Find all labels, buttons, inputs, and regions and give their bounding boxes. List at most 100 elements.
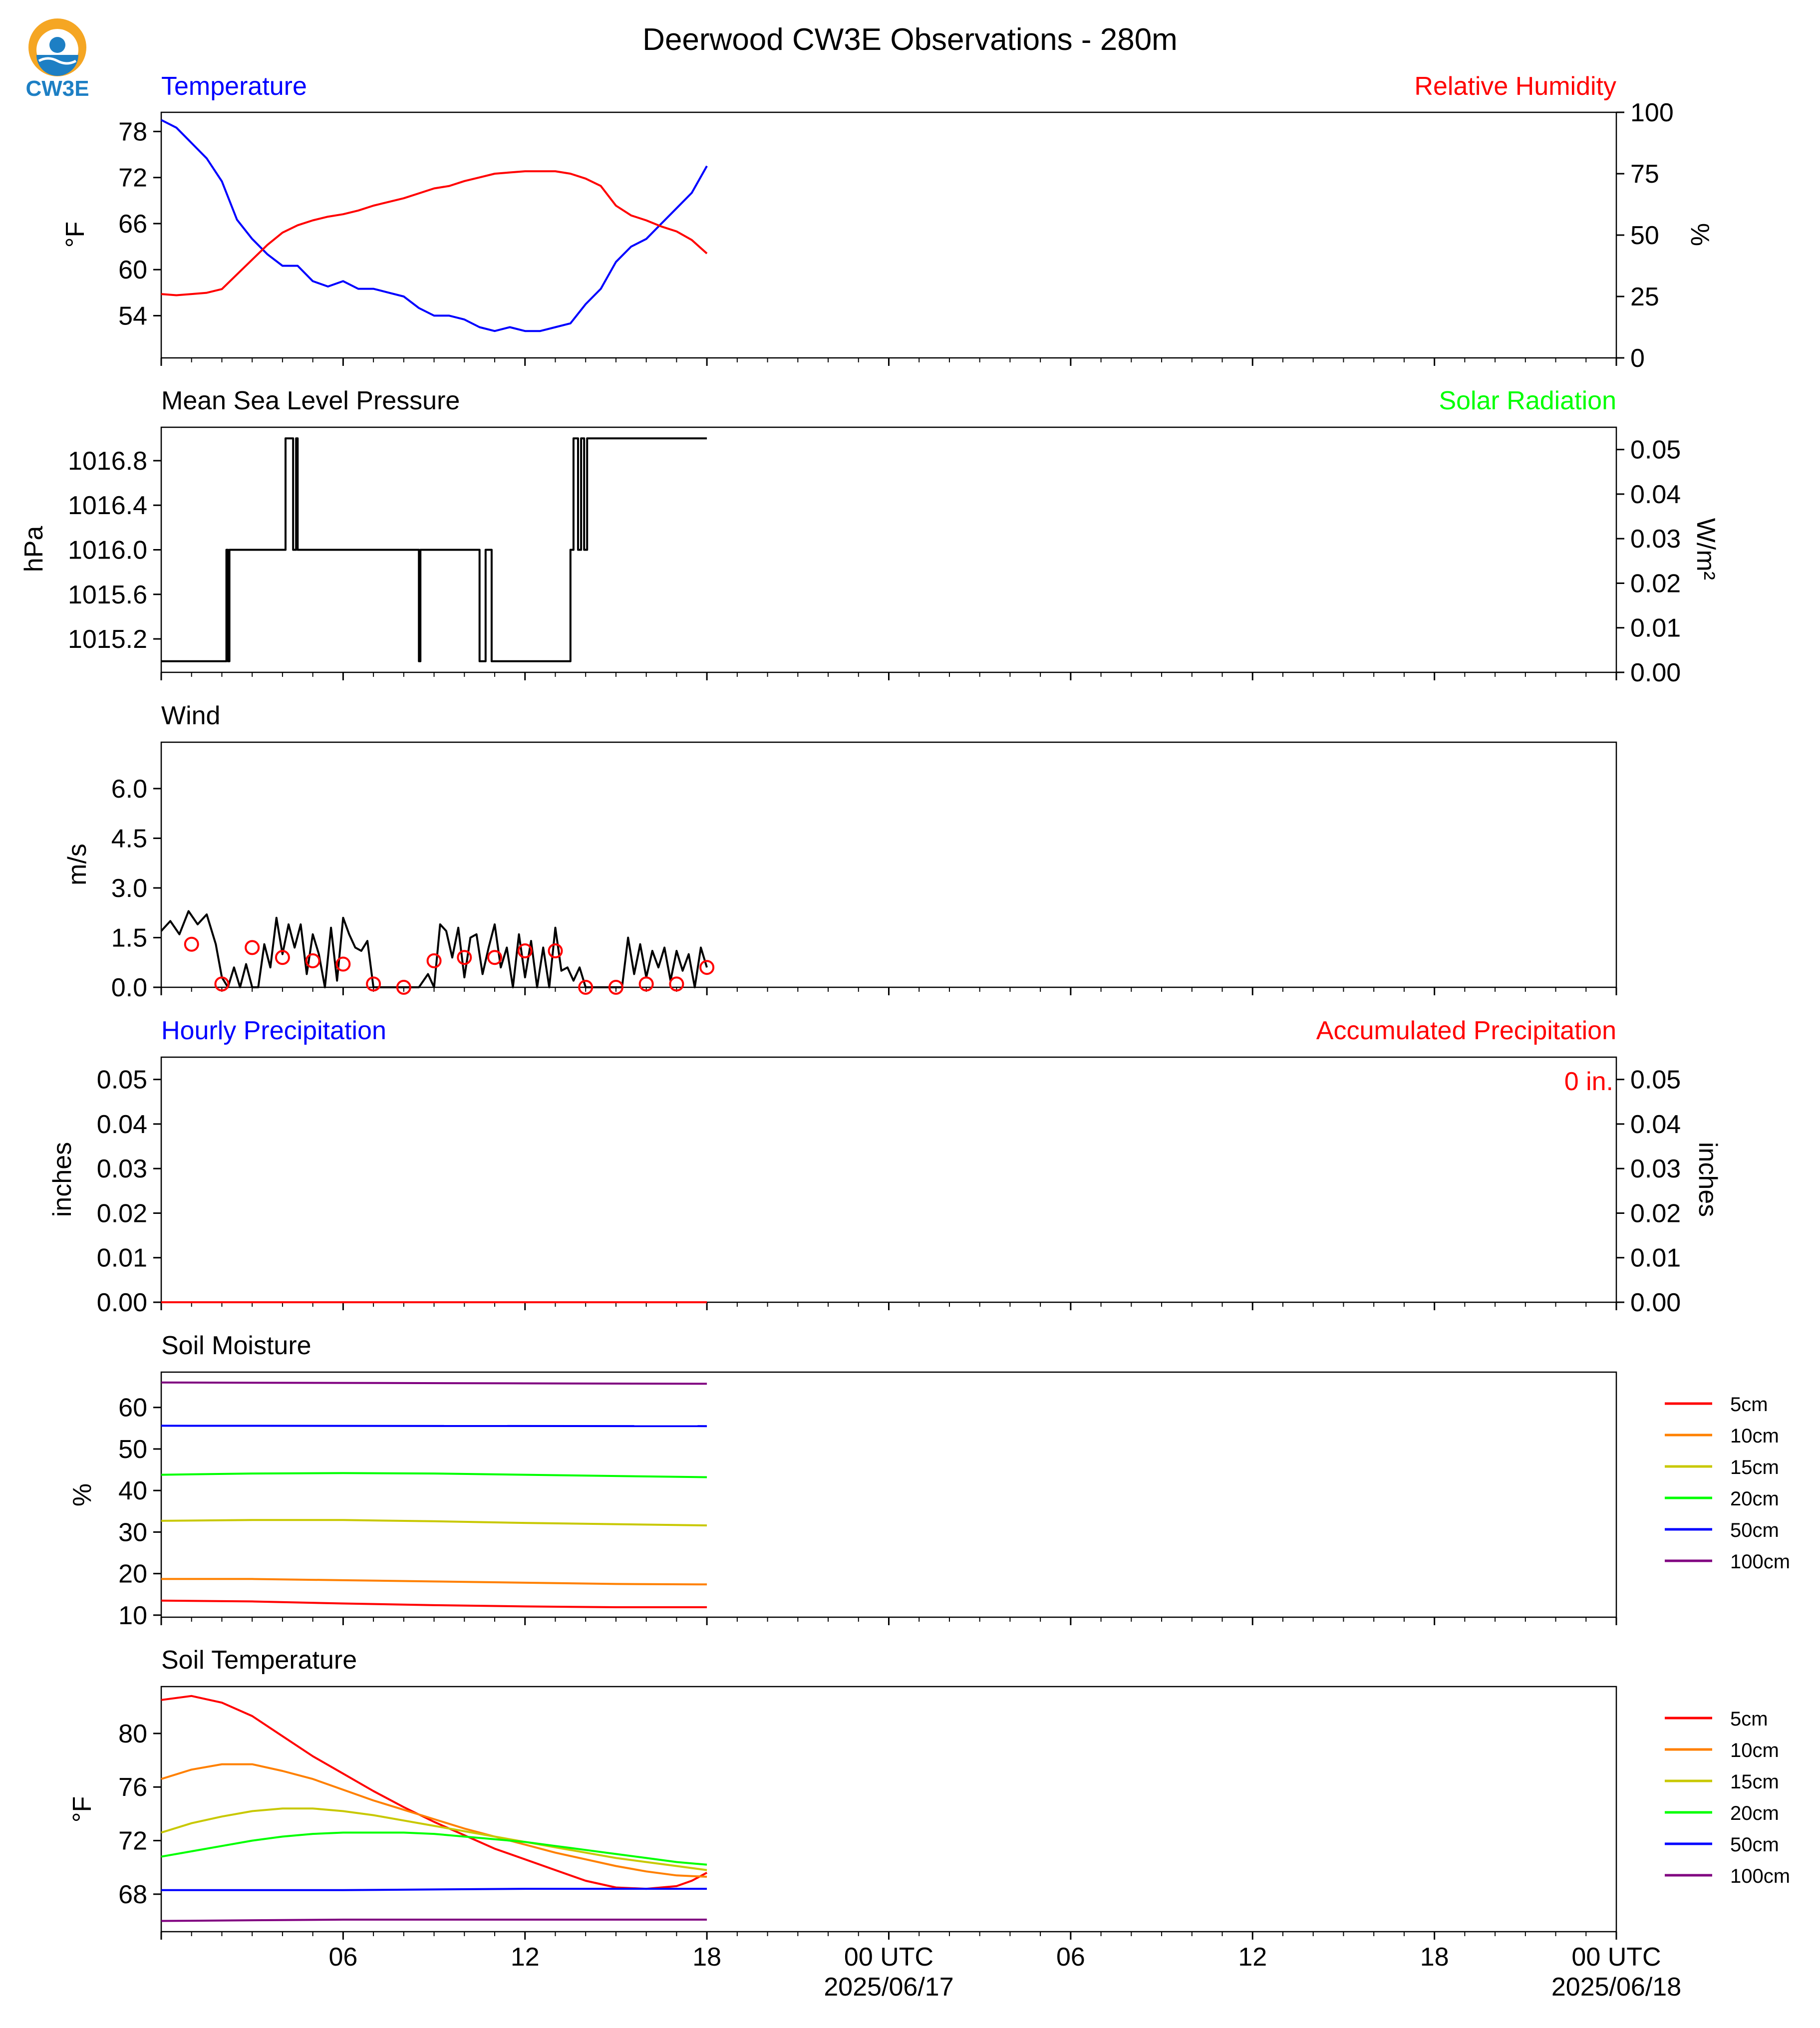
y-tick-label: 6.0: [111, 775, 147, 804]
wind-direction-marker: [457, 950, 472, 965]
legend-label: 15cm: [1730, 1771, 1779, 1793]
wind-direction-marker: [275, 950, 290, 965]
y-tick-label: 0.00: [97, 1288, 147, 1317]
accum-precip-panel-title: Accumulated Precipitation: [1316, 1016, 1616, 1045]
y-tick-label: 72: [118, 1827, 147, 1856]
legend-label: 10cm: [1730, 1425, 1779, 1447]
wind-direction-marker: [638, 976, 654, 992]
depth-legends: 5cm 10cm 15cm 20cm 50cm 100cm 5cm 10cm 15cm 20cm 5…: [1665, 1394, 1790, 1887]
y-tick-label: 76: [118, 1773, 147, 1802]
wind-direction-marker: [366, 976, 381, 992]
x-tick-date-label: 2025/06/18: [1551, 1973, 1681, 2002]
wind-direction-marker: [669, 976, 684, 992]
x-tick-label: 12: [511, 1943, 540, 1972]
y2-tick-label: 0.00: [1630, 1288, 1681, 1317]
y-tick-label: 54: [118, 301, 147, 330]
legend-label: 5cm: [1730, 1394, 1768, 1416]
y2-tick-label: 0: [1630, 344, 1645, 373]
x-tick-label: 06: [1056, 1943, 1085, 1972]
legend-label: 50cm: [1730, 1519, 1779, 1541]
y2-tick-label: 0.02: [1630, 569, 1681, 598]
temp-right-axis-label: %: [1685, 223, 1714, 246]
x-tick-date-label: 2025/06/17: [824, 1973, 953, 2002]
y-tick-label: 3.0: [111, 874, 147, 903]
legend-label: 5cm: [1730, 1708, 1768, 1730]
y-tick-label: 1015.6: [68, 580, 147, 609]
legend-label: 15cm: [1730, 1456, 1779, 1478]
legend-label: 10cm: [1730, 1739, 1779, 1761]
wind-panel-title: Wind: [161, 701, 220, 730]
precip-right-axis-label: inches: [1693, 1142, 1722, 1217]
y2-tick-label: 0.05: [1630, 1066, 1681, 1095]
y-tick-label: 0.02: [97, 1199, 147, 1228]
solar-panel-title: Solar Radiation: [1439, 386, 1616, 415]
y-tick-label: 4.5: [111, 824, 147, 853]
soil-temperature-panel-title: Soil Temperature: [161, 1646, 357, 1675]
soil-moisture-panel-title: Soil Moisture: [161, 1331, 311, 1360]
wind-direction-marker: [335, 956, 351, 972]
pressure-panel-title: Mean Sea Level Pressure: [161, 386, 460, 415]
y-tick-label: 0.0: [111, 973, 147, 1002]
pressure-right-axis-label: W/m²: [1691, 518, 1720, 580]
y-tick-label: 0.03: [97, 1155, 147, 1183]
x-tick-label: 18: [1420, 1943, 1449, 1972]
cw3e-logo-icon: CW3E: [25, 18, 89, 101]
wind-direction-marker: [305, 953, 320, 968]
wind-direction-marker: [487, 950, 503, 965]
y-tick-label: 78: [118, 117, 147, 146]
y-tick-label: 0.04: [97, 1110, 147, 1139]
y-tick-label: 0.05: [97, 1066, 147, 1095]
y-tick-label: 1016.0: [68, 536, 147, 565]
hourly-precip-panel-title: Hourly Precipitation: [161, 1016, 386, 1045]
y-tick-label: 1016.8: [68, 447, 147, 476]
y-tick-label: 72: [118, 164, 147, 193]
temp-rh-series-relative-humidity: [161, 170, 708, 296]
soil-moisture-series-15cm: [161, 1519, 707, 1527]
x-tick-label: 00 UTC: [844, 1943, 933, 1972]
y-tick-label: 60: [118, 256, 147, 285]
legend-label: 100cm: [1730, 1551, 1790, 1573]
y2-tick-label: 0.03: [1630, 1155, 1681, 1183]
wind-direction-marker: [548, 943, 563, 959]
y2-tick-label: 0.03: [1630, 525, 1681, 554]
wind-series-wind-speed: [160, 910, 708, 988]
legend-label: 20cm: [1730, 1488, 1779, 1510]
wind-direction-marker: [245, 940, 260, 955]
pressure-series-mean-sea-level-pressure: [161, 437, 707, 662]
wind-direction-marker: [517, 943, 533, 959]
wind-direction-marker: [396, 980, 411, 995]
y2-tick-label: 0.00: [1630, 658, 1681, 687]
soil-moisture-series-100cm: [161, 1381, 707, 1385]
y-tick-label: 30: [118, 1518, 147, 1547]
y-tick-label: 20: [118, 1560, 147, 1589]
x-tick-label: 06: [328, 1943, 357, 1972]
humidity-panel-title: Relative Humidity: [1414, 72, 1616, 101]
y-tick-label: 0.01: [97, 1244, 147, 1273]
soil-temperature-series-50cm: [161, 1888, 707, 1891]
y-tick-label: 1016.4: [68, 491, 147, 520]
y-tick-label: 40: [118, 1476, 147, 1505]
logo-text: CW3E: [25, 76, 89, 101]
legend-label: 50cm: [1730, 1834, 1779, 1856]
legend-label: 20cm: [1730, 1802, 1779, 1824]
soil-temperature-series-15cm: [161, 1807, 707, 1871]
panel-frames: 54 60 66 72 78 0 25 50 75 100 1015.2 1015.6 1016.0 10…: [68, 98, 1681, 2002]
wind-direction-marker: [608, 980, 623, 995]
temperature-panel-title: Temperature: [161, 72, 307, 101]
chart-marks: [160, 119, 715, 1922]
y2-tick-label: 100: [1630, 98, 1674, 127]
y2-tick-label: 25: [1630, 283, 1659, 311]
wind-direction-marker: [184, 936, 199, 952]
y2-tick-label: 0.01: [1630, 1244, 1681, 1273]
y2-tick-label: 75: [1630, 160, 1659, 189]
y-tick-label: 68: [118, 1880, 147, 1909]
soil-moisture-left-axis-label: %: [68, 1483, 97, 1506]
pressure-left-axis-label: hPa: [19, 526, 48, 573]
legend-label: 100cm: [1730, 1865, 1790, 1887]
temp-left-axis-label: °F: [61, 222, 90, 248]
soil-moisture-series-20cm: [161, 1472, 707, 1478]
soil-temperature-left-axis-label: °F: [68, 1796, 97, 1823]
accum-precip-total: 0 in.: [1564, 1067, 1613, 1096]
y2-tick-label: 0.04: [1630, 1110, 1681, 1139]
